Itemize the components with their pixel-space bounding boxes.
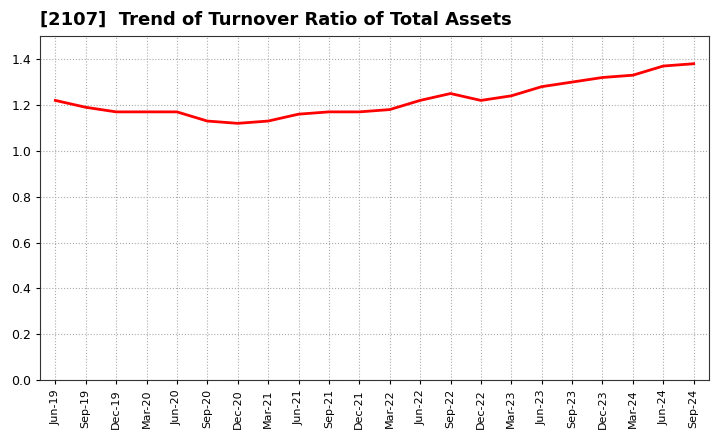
Text: [2107]  Trend of Turnover Ratio of Total Assets: [2107] Trend of Turnover Ratio of Total … (40, 11, 512, 29)
